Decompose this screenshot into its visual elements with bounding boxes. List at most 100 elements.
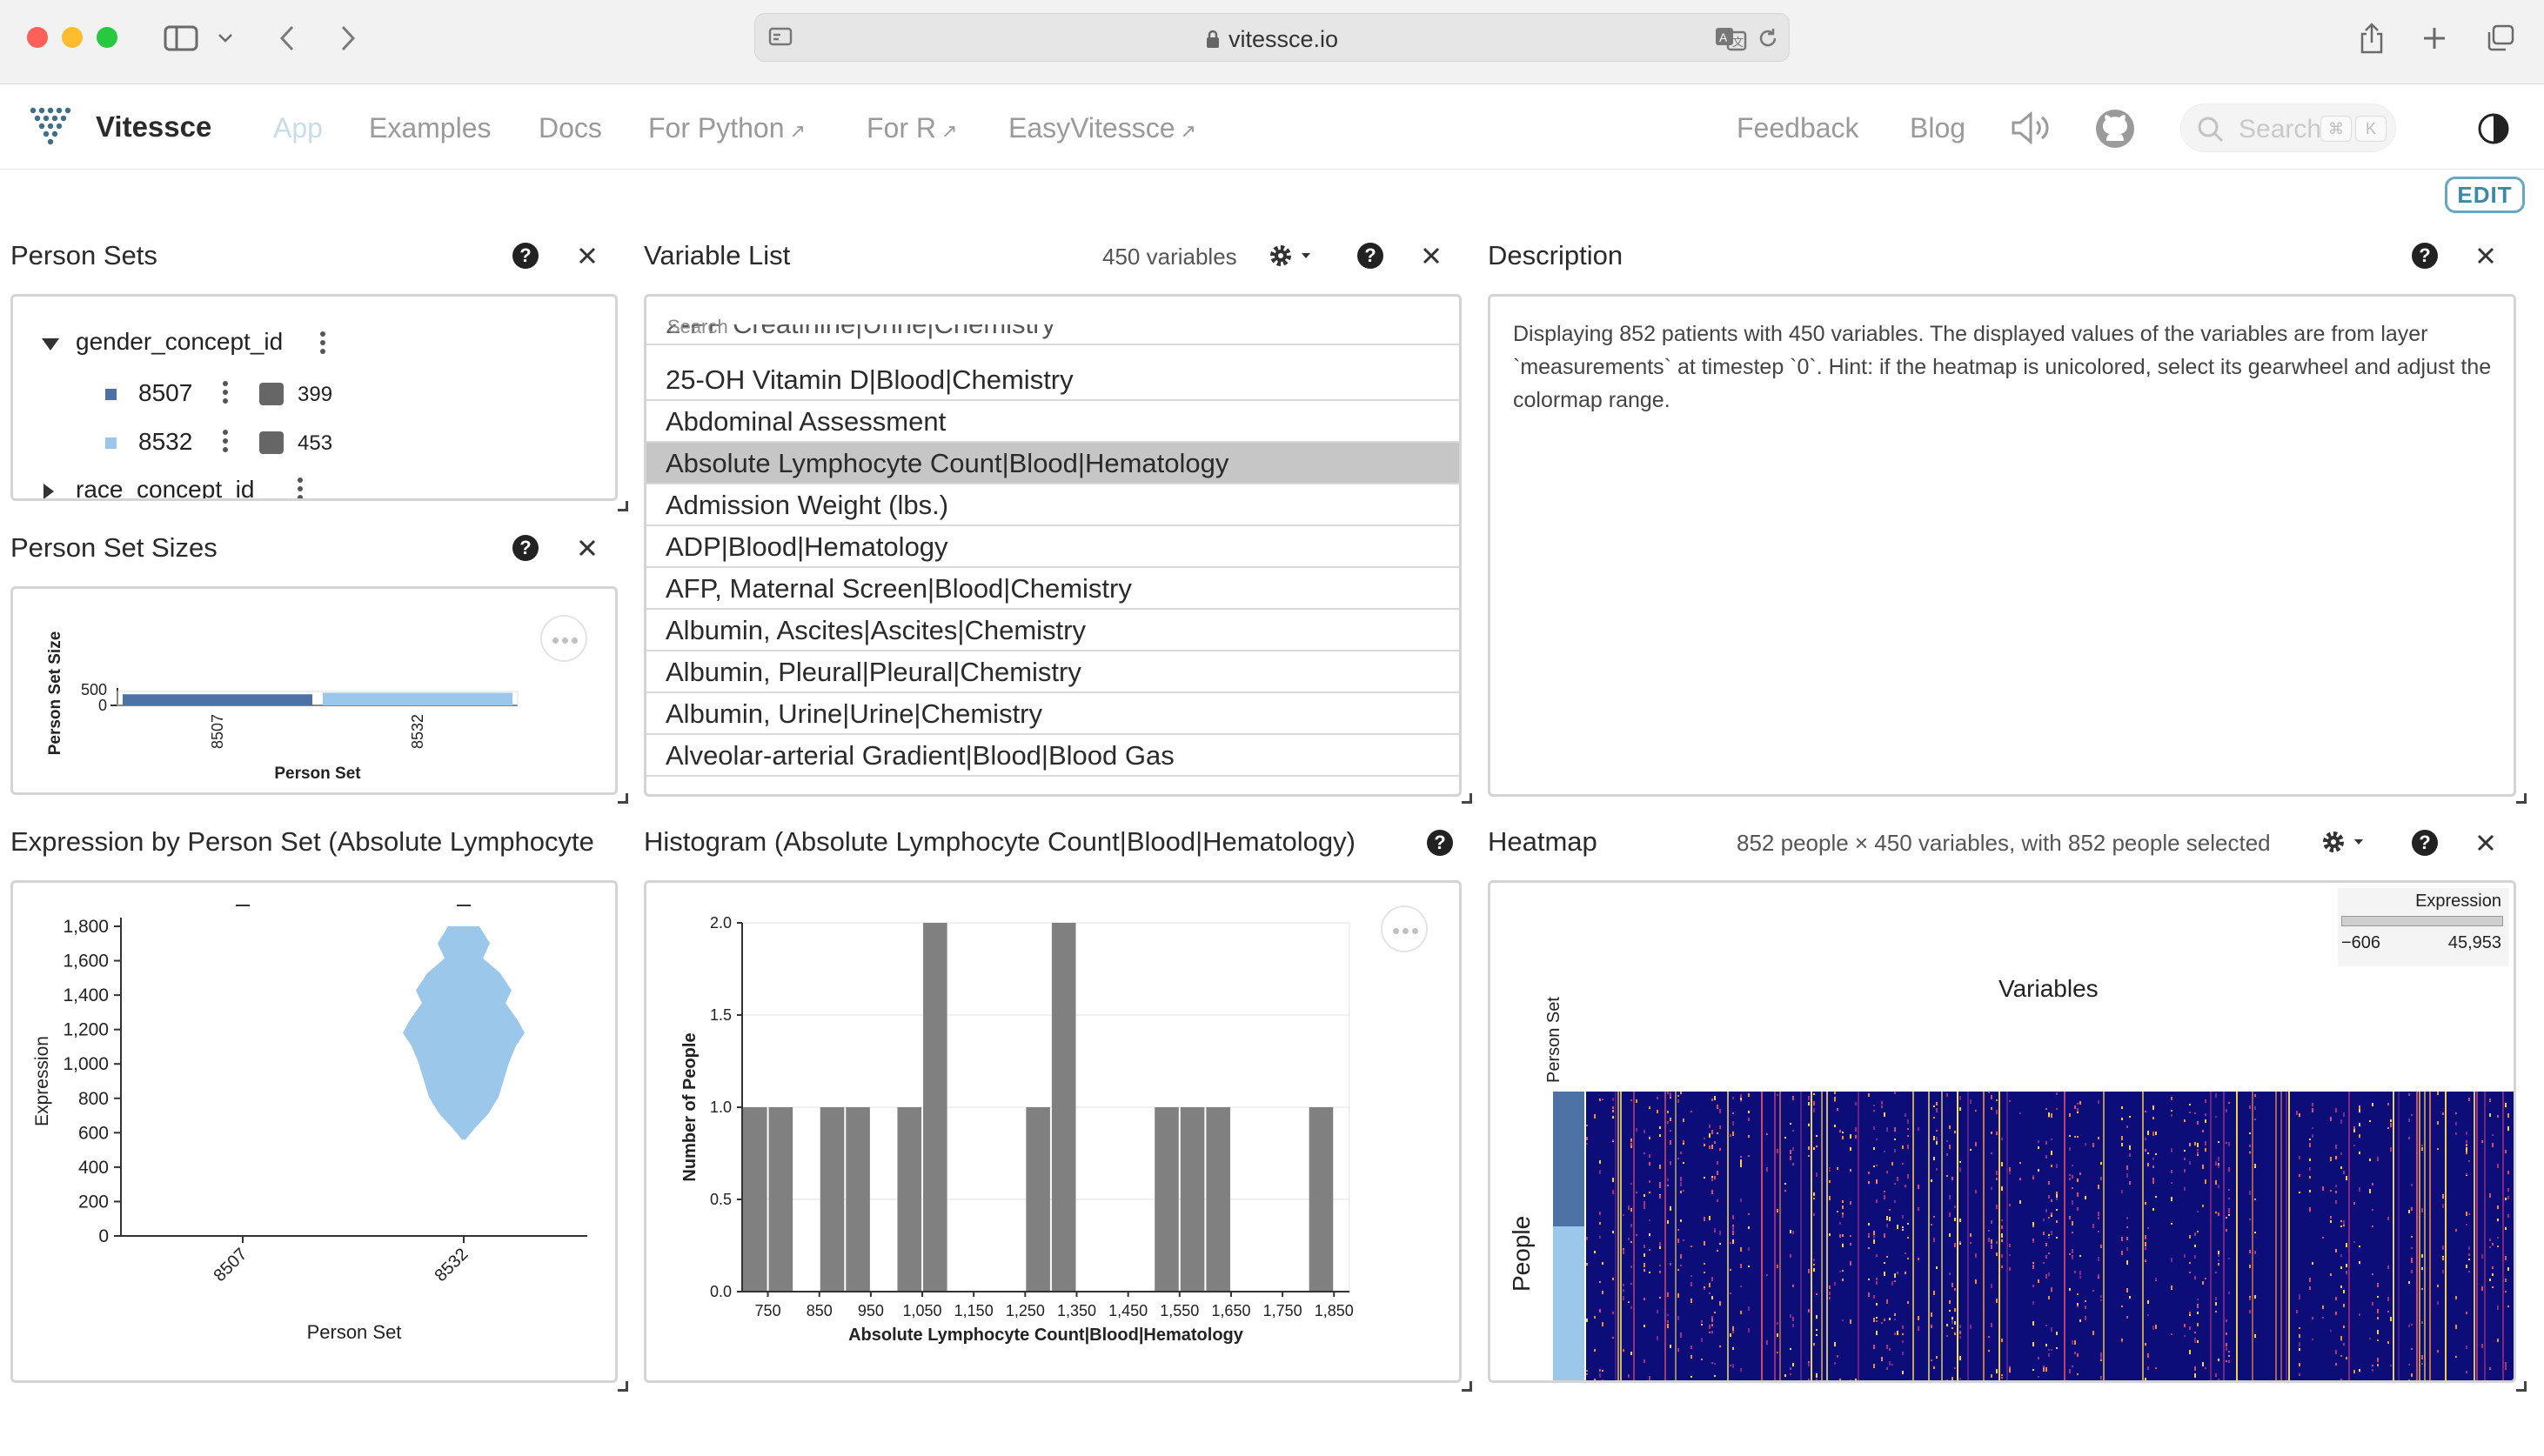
help-icon[interactable]: ? (512, 535, 539, 561)
heatmap-canvas[interactable] (1586, 1092, 2516, 1383)
close-icon[interactable] (2473, 243, 2499, 269)
list-item[interactable]: 2-PP Creatinine|Urine|Chemistry (646, 324, 1459, 347)
person-set-group-gender[interactable]: gender_concept_id (76, 328, 284, 355)
heatmap-cell (2497, 1237, 2499, 1239)
chart-options-button[interactable] (1381, 905, 1428, 952)
gear-icon[interactable] (1267, 242, 1316, 271)
heatmap-cell (2421, 1145, 2423, 1146)
group-options-icon[interactable] (297, 478, 304, 498)
heatmap-cell (1907, 1223, 1909, 1225)
expression-violin-chart: 0 200 400 600 800 1,000 1,200 1,400 1,600 1,800 85… (32, 905, 587, 1343)
variable-list-item[interactable]: Admission Weight (lbs.) (646, 484, 1459, 526)
resize-handle[interactable] (2516, 1381, 2527, 1392)
variable-search-input[interactable]: Search (646, 297, 1459, 345)
window-minimize-button[interactable] (62, 27, 83, 48)
variable-list-item[interactable]: Abdominal Assessment (646, 401, 1459, 443)
close-icon[interactable] (2473, 830, 2499, 856)
heatmap-cell (1813, 1198, 1815, 1199)
heatmap-cell (1829, 1167, 1831, 1169)
reload-icon[interactable] (1756, 26, 1780, 55)
group-options-icon[interactable] (319, 331, 326, 357)
share-icon[interactable] (2353, 19, 2391, 57)
help-icon[interactable]: ? (512, 243, 539, 269)
variable-list-item[interactable]: Absolute Lymphocyte Count|Blood|Hematolo… (646, 443, 1459, 484)
nav-link-docs[interactable]: Docs (539, 112, 602, 144)
nav-link-feedback[interactable]: Feedback (1737, 112, 1859, 144)
heatmap-cell (2228, 1214, 2230, 1216)
set-options-icon[interactable] (222, 430, 229, 456)
help-icon[interactable]: ? (2412, 830, 2438, 856)
resize-handle[interactable] (618, 793, 628, 804)
site-search-input[interactable]: Search ⌘ K (2180, 104, 2396, 152)
heatmap-cell (2009, 1167, 2011, 1172)
resize-handle[interactable] (1462, 793, 1472, 804)
y-tick-label: 1.5 (710, 1006, 732, 1024)
theme-toggle-icon[interactable] (2477, 112, 2510, 150)
variable-list-item[interactable]: Albumin, Ascites|Ascites|Chemistry (646, 610, 1459, 651)
resize-handle[interactable] (1462, 1381, 1472, 1392)
person-set-group-race[interactable]: race_concept_id (76, 476, 255, 501)
resize-handle[interactable] (618, 501, 628, 511)
nav-link-for-python[interactable]: For Python ↗ (648, 112, 806, 144)
variable-list-item[interactable]: Albumin, Urine|Urine|Chemistry (646, 693, 1459, 735)
heatmap-cell (2335, 1200, 2337, 1204)
speaker-icon[interactable] (2010, 110, 2053, 150)
variable-list-item[interactable]: ADP|Blood|Hematology (646, 526, 1459, 568)
edit-button[interactable]: EDIT (2445, 177, 2525, 213)
heatmap-cell (1946, 1175, 1948, 1177)
forward-arrow-icon[interactable] (329, 19, 367, 57)
brand-name[interactable]: Vitessce (96, 110, 212, 143)
nav-link-label: Examples (369, 112, 492, 144)
person-set-8507[interactable]: 8507 (138, 379, 193, 406)
new-tab-icon[interactable] (2415, 19, 2454, 57)
heatmap-cell (1649, 1180, 1650, 1183)
sidebar-toggle-icon[interactable] (162, 19, 200, 57)
variable-list-item[interactable]: 25-OH Vitamin D|Blood|Chemistry (646, 359, 1459, 401)
svg-text:A: A (1719, 30, 1728, 44)
set-options-icon[interactable] (222, 381, 229, 407)
heatmap-cell (1677, 1269, 1679, 1271)
close-icon[interactable] (1418, 243, 1444, 269)
github-icon[interactable] (2094, 108, 2136, 154)
nav-link-blog[interactable]: Blog (1910, 112, 1966, 144)
site-settings-icon[interactable] (767, 26, 793, 55)
histogram-bar (1026, 1107, 1050, 1292)
help-icon[interactable]: ? (1427, 830, 1453, 856)
checkbox-icon[interactable] (259, 431, 284, 454)
resize-handle[interactable] (2516, 793, 2527, 804)
chart-options-button[interactable] (540, 615, 587, 662)
nav-link-easyvitessce[interactable]: EasyVitessce ↗ (1008, 112, 1196, 144)
variable-list-item[interactable]: Alveolar-arterial Gradient|Blood|Blood G… (646, 735, 1459, 777)
variable-list-item[interactable]: Albumin, Pleural|Pleural|Chemistry (646, 651, 1459, 693)
chevron-down-icon[interactable] (212, 19, 238, 57)
window-close-button[interactable] (27, 27, 48, 48)
heatmap-cell (2481, 1140, 2483, 1143)
nav-link-app[interactable]: App (273, 112, 323, 144)
variable-list-item[interactable]: AFP, Maternal Screen|Blood|Chemistry (646, 568, 1459, 610)
close-icon[interactable] (574, 535, 600, 561)
caret-down-icon[interactable] (41, 337, 60, 356)
window-maximize-button[interactable] (97, 27, 117, 48)
back-arrow-icon[interactable] (268, 19, 306, 57)
person-set-8532[interactable]: 8532 (138, 428, 193, 455)
heatmap-cell (2343, 1343, 2345, 1346)
help-icon[interactable]: ? (2412, 243, 2438, 269)
heatmap-cell (2437, 1121, 2439, 1125)
close-icon[interactable] (574, 243, 600, 269)
gear-icon[interactable] (2320, 828, 2368, 858)
nav-link-examples[interactable]: Examples (369, 112, 492, 144)
resize-handle[interactable] (618, 1381, 628, 1392)
heatmap-cell (1991, 1187, 1992, 1190)
vitessce-logo-icon[interactable] (28, 105, 75, 149)
checkbox-icon[interactable] (259, 383, 284, 405)
heatmap-cell (2437, 1350, 2439, 1352)
heatmap-cell (1881, 1322, 1883, 1324)
nav-link-for-r[interactable]: For R ↗ (867, 112, 957, 144)
help-icon[interactable]: ? (1357, 243, 1383, 269)
tab-overview-icon[interactable] (2481, 19, 2520, 57)
caret-right-icon[interactable] (43, 483, 55, 498)
heatmap-cell (2228, 1360, 2230, 1363)
heatmap-cell (2202, 1281, 2204, 1285)
